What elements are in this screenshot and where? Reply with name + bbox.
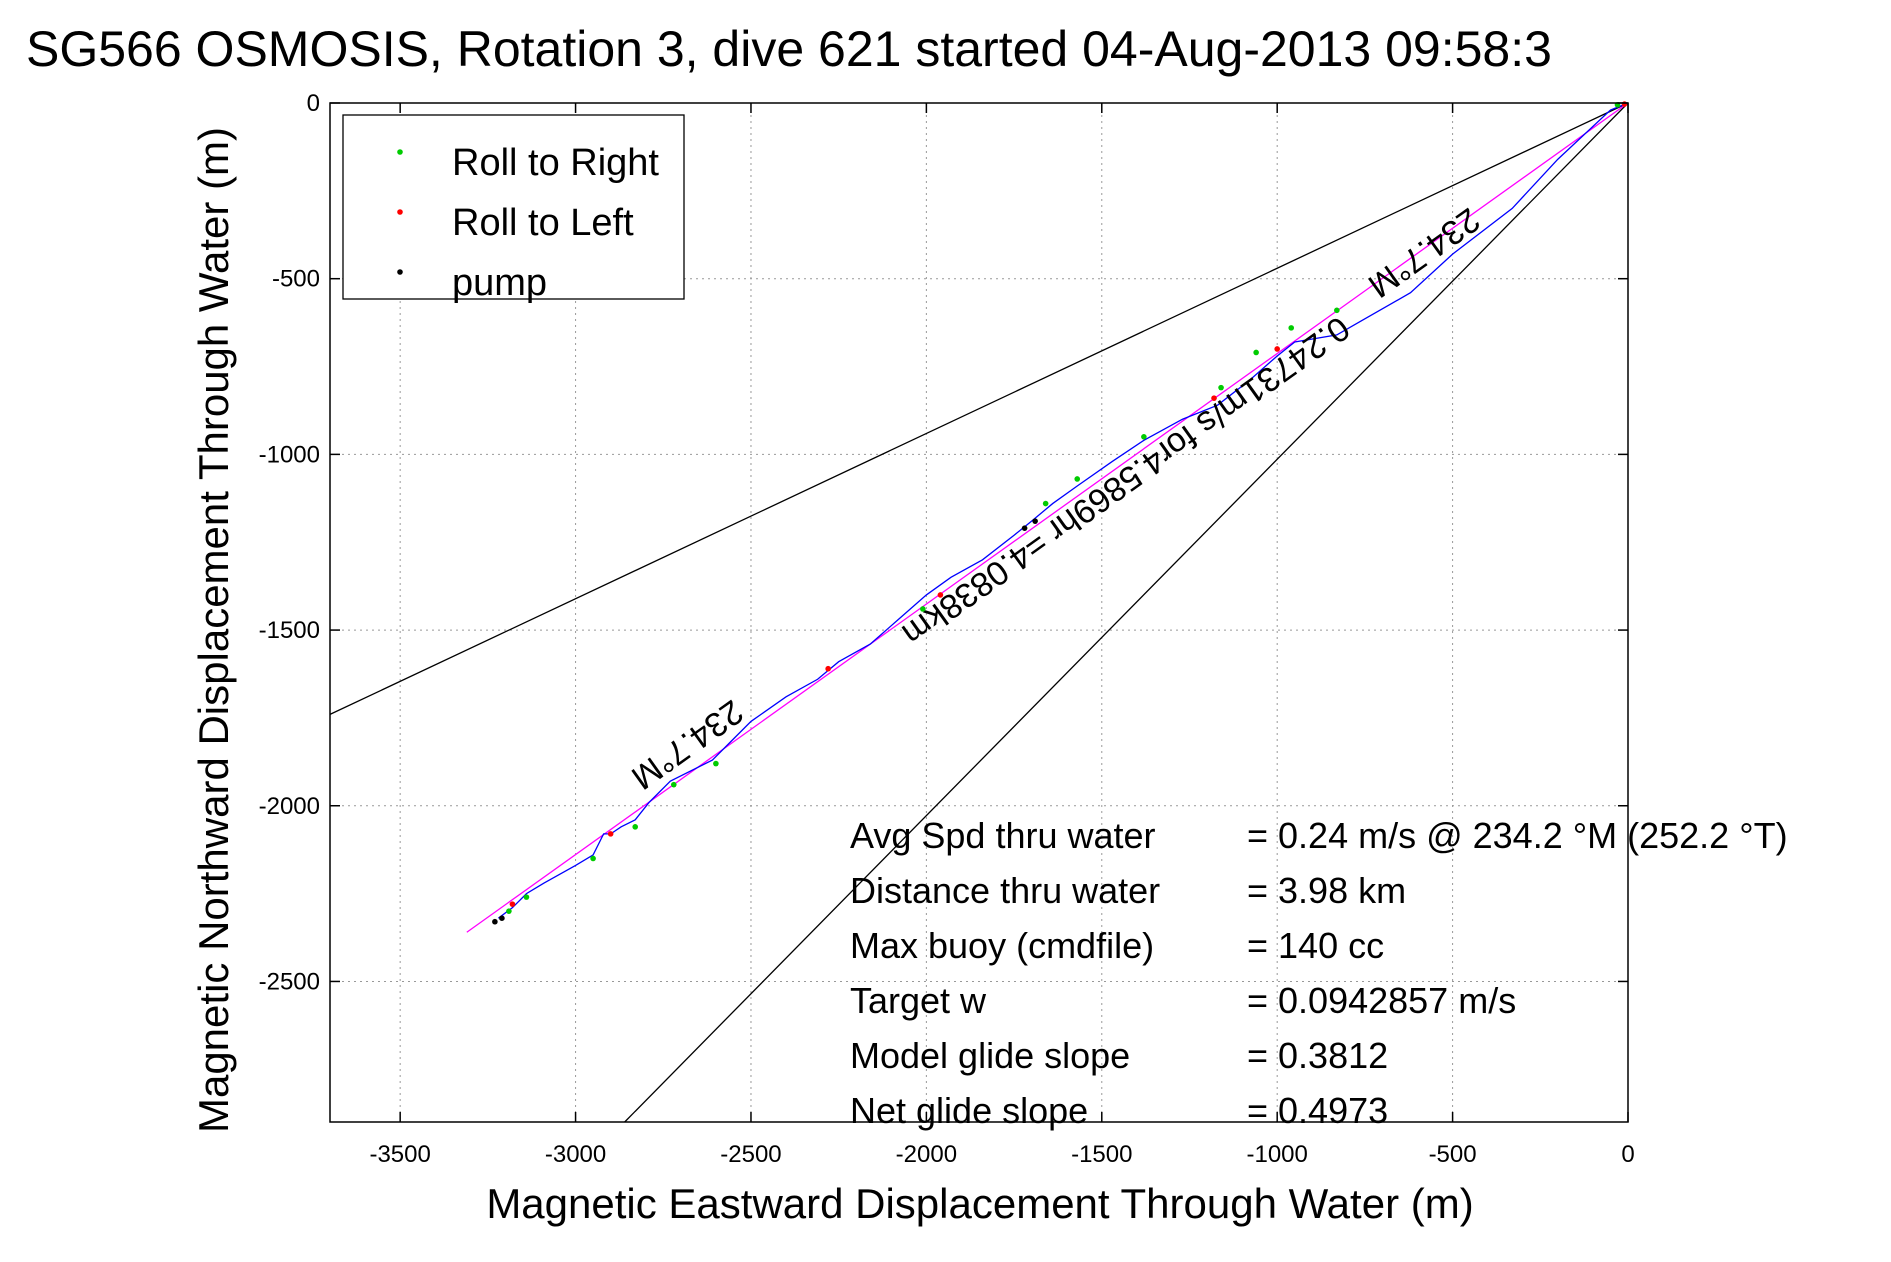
stats-block: Avg Spd thru water = 0.24 m/s @ 234.2 °M … bbox=[850, 815, 1788, 1131]
stat-value: = 140 cc bbox=[1247, 925, 1384, 966]
track-annotation: 0.24731m/s for4.5869hr =4.0838km bbox=[895, 309, 1356, 654]
roll-right-point bbox=[670, 781, 677, 788]
stat-label: Distance thru water bbox=[850, 870, 1160, 911]
stat-value: = 0.24 m/s @ 234.2 °M (252.2 °T) bbox=[1247, 815, 1788, 856]
x-tick-label: -3500 bbox=[369, 1141, 430, 1168]
pump-point bbox=[492, 918, 498, 925]
stat-label: Target w bbox=[850, 980, 987, 1021]
legend: Roll to Right Roll to Left pump bbox=[342, 114, 685, 304]
track-annotation: 234.7°M bbox=[624, 692, 749, 797]
x-tick-label: -1000 bbox=[1246, 1141, 1307, 1168]
y-tick-label: -2500 bbox=[259, 968, 320, 995]
roll-left-point bbox=[607, 831, 614, 837]
stat-value: = 0.4973 bbox=[1247, 1090, 1388, 1131]
roll-left-point bbox=[509, 901, 516, 907]
roll-right-point bbox=[1334, 307, 1340, 314]
roll-right-point bbox=[713, 760, 719, 767]
heading-cone-line bbox=[624, 102, 1629, 1123]
legend-label: Roll to Left bbox=[452, 202, 634, 244]
roll-right-point bbox=[1218, 384, 1224, 391]
data-series bbox=[466, 101, 1629, 933]
x-tick-label: -500 bbox=[1429, 1141, 1477, 1168]
axes-frame bbox=[329, 102, 1629, 1123]
legend-marker bbox=[397, 149, 403, 155]
roll-right-point bbox=[632, 824, 639, 830]
y-tick-label: -1500 bbox=[259, 617, 320, 644]
y-tick-label: -500 bbox=[272, 266, 320, 293]
pump-point bbox=[499, 915, 505, 921]
stat-label: Max buoy (cmdfile) bbox=[850, 925, 1154, 966]
x-axis-label: Magnetic Eastward Displacement Through W… bbox=[486, 1180, 1473, 1227]
x-tick-label: -2000 bbox=[896, 1141, 957, 1168]
stat-label: Net glide slope bbox=[850, 1090, 1088, 1131]
roll-right-point bbox=[1253, 349, 1259, 356]
pump-point bbox=[1021, 525, 1028, 531]
stat-label: Model glide slope bbox=[850, 1035, 1130, 1076]
legend-marker bbox=[397, 209, 403, 215]
roll-right-point bbox=[920, 606, 926, 612]
roll-right-point bbox=[506, 908, 512, 914]
mean-heading-line bbox=[466, 102, 1629, 933]
track-annotation: 234.7°M bbox=[1361, 200, 1486, 305]
stat-value: = 3.98 km bbox=[1247, 870, 1406, 911]
roll-left-point bbox=[1274, 346, 1280, 352]
roll-right-point bbox=[590, 855, 596, 862]
axis-ticks: -3500 -3000 -2500 -2000 -1500 -1000 -500 0 0 -500… bbox=[259, 90, 1635, 1168]
y-tick-label: 0 bbox=[307, 90, 320, 117]
roll-left-point bbox=[1211, 395, 1217, 401]
y-tick-label: -2000 bbox=[259, 793, 320, 820]
pump-point bbox=[1032, 518, 1038, 524]
y-tick-label: -1000 bbox=[259, 441, 320, 468]
y-axis-label: Magnetic Northward Displacement Through … bbox=[190, 127, 237, 1133]
legend-marker bbox=[397, 269, 403, 275]
stat-value: = 0.0942857 m/s bbox=[1247, 980, 1516, 1021]
roll-right-point bbox=[1141, 434, 1147, 440]
roll-right-point bbox=[523, 894, 530, 900]
x-tick-label: -1500 bbox=[1071, 1141, 1132, 1168]
stat-label: Avg Spd thru water bbox=[850, 815, 1156, 856]
stat-value: = 0.3812 bbox=[1247, 1035, 1388, 1076]
roll-right-point bbox=[1288, 325, 1295, 331]
legend-label: pump bbox=[452, 262, 547, 304]
heading-cone-lines bbox=[329, 102, 1629, 1123]
roll-left-point bbox=[825, 665, 831, 672]
legend-label: Roll to Right bbox=[452, 142, 659, 184]
roll-right-point bbox=[1074, 476, 1081, 482]
track-annotations: 234.7°M0.24731m/s for4.5869hr =4.0838km2… bbox=[624, 200, 1486, 797]
x-tick-label: -3000 bbox=[545, 1141, 606, 1168]
roll-left-point bbox=[937, 592, 944, 598]
roll-right-point bbox=[1042, 500, 1049, 507]
x-tick-label: 0 bbox=[1621, 1141, 1634, 1168]
heading-cone-line bbox=[329, 102, 1629, 715]
legend-box bbox=[342, 114, 685, 300]
x-tick-label: -2500 bbox=[720, 1141, 781, 1168]
roll-left-point bbox=[1621, 101, 1628, 107]
chart-title: SG566 OSMOSIS, Rotation 3, dive 621 star… bbox=[26, 21, 1552, 77]
